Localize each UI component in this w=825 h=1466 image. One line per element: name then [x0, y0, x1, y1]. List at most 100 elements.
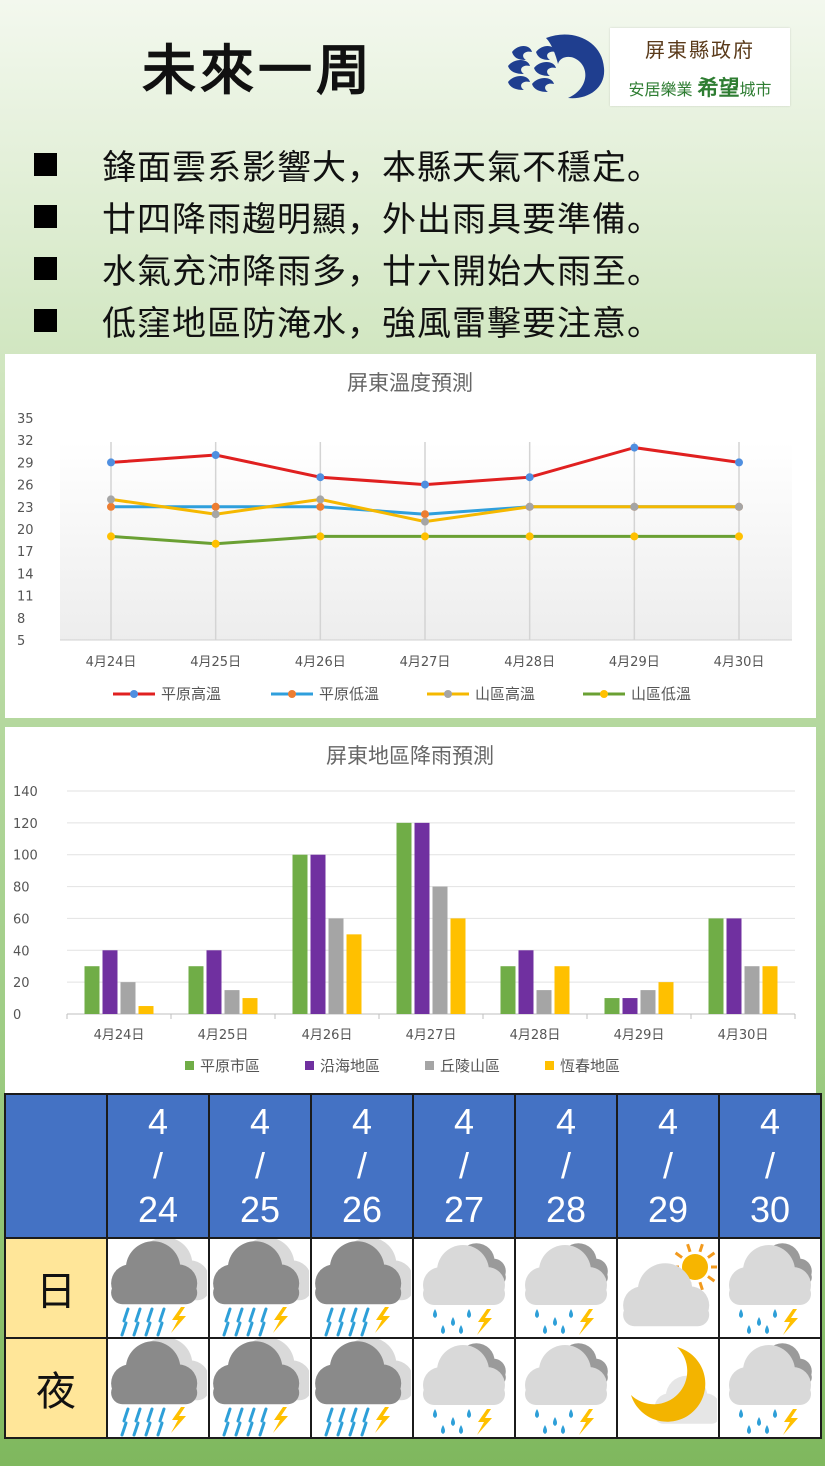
bullet-text: 低窪地區防淹水，強風雷擊要注意。	[102, 303, 662, 344]
weather-icon-cell	[310, 1237, 414, 1339]
government-logo: 屏東縣政府 安居樂業 希望城市	[610, 28, 790, 106]
rain-thunder-icon	[423, 1343, 506, 1435]
bar	[640, 990, 656, 1014]
y-tick-label: 60	[13, 912, 30, 927]
legend-label: 沿海地區	[320, 1057, 380, 1075]
date-part: 25	[239, 1189, 281, 1230]
legend-label: 山區高溫	[475, 685, 535, 703]
data-point	[630, 502, 639, 511]
bar	[554, 966, 570, 1014]
x-tick-label: 4月28日	[504, 655, 555, 670]
data-point	[211, 539, 220, 548]
data-point	[316, 495, 325, 504]
y-tick-label: 20	[13, 976, 30, 991]
bar	[102, 950, 118, 1014]
heavy-rain-thunder-icon	[111, 1339, 207, 1437]
date-header-cell: 4/26	[310, 1093, 414, 1239]
bar	[224, 990, 240, 1014]
legend-swatch	[545, 1061, 554, 1070]
bar	[726, 918, 742, 1014]
data-point	[735, 532, 743, 541]
data-point	[421, 480, 429, 489]
weather-icon-cell	[106, 1237, 210, 1339]
y-tick-label: 5	[17, 634, 25, 649]
legend-label: 平原高溫	[161, 685, 221, 703]
y-tick-label: 29	[17, 456, 34, 471]
date-header-cell: 4/30	[718, 1093, 822, 1239]
cloudy-sun-icon	[623, 1243, 717, 1327]
rain-thunder-icon	[525, 1343, 608, 1435]
wave-logo-icon	[508, 34, 605, 99]
date-part: /	[152, 1145, 163, 1186]
data-point	[107, 458, 115, 467]
temperature-chart-panel: 屏東溫度預測 5 8 11 14 17 20 23 26 29 32 35 4月24日 4月25日 4月26…	[5, 354, 816, 718]
bar	[396, 822, 412, 1014]
rain-thunder-icon	[525, 1243, 608, 1335]
legend-swatch	[185, 1061, 194, 1070]
date-part: /	[764, 1145, 775, 1186]
y-tick-label: 20	[17, 523, 34, 538]
bullet-item: 低窪地區防淹水，強風雷擊要注意。	[34, 294, 662, 346]
bullet-item: 水氣充沛降雨多，廿六開始大雨至。	[34, 242, 662, 294]
y-tick-label: 8	[17, 612, 25, 627]
weather-icon-cell	[616, 1237, 720, 1339]
bullet-text: 水氣充沛降雨多，廿六開始大雨至。	[102, 251, 662, 292]
bullet-text: 廿四降雨趨明顯，外出雨具要準備。	[102, 199, 662, 240]
legend-label: 平原低溫	[319, 685, 379, 703]
bar	[658, 982, 674, 1014]
date-part: 26	[341, 1189, 383, 1230]
y-tick-label: 100	[13, 849, 38, 864]
date-part: 29	[647, 1189, 689, 1230]
data-point	[630, 532, 639, 541]
data-point	[630, 443, 639, 452]
bar	[622, 998, 638, 1014]
date-header-cell: 4/24	[106, 1093, 210, 1239]
legend-label: 平原市區	[200, 1057, 260, 1075]
weather-icon-cell	[412, 1237, 516, 1339]
weather-icon-cell	[208, 1237, 312, 1339]
temperature-chart: 屏東溫度預測 5 8 11 14 17 20 23 26 29 32 35 4月24日 4月25日 4月26…	[17, 371, 792, 703]
data-point	[211, 451, 220, 459]
bullet-list: 鋒面雲系影響大，本縣天氣不穩定。 廿四降雨趨明顯，外出雨具要準備。 水氣充沛降雨…	[34, 138, 662, 346]
weather-icon-cell	[718, 1237, 822, 1339]
date-part: /	[254, 1145, 265, 1186]
day-row-label: 日	[4, 1237, 108, 1339]
data-point	[211, 510, 220, 519]
y-tick-label: 80	[13, 881, 30, 896]
bar	[328, 918, 344, 1014]
weather-icon-cell	[616, 1337, 720, 1439]
bar	[604, 998, 620, 1014]
y-tick-label: 26	[17, 479, 34, 494]
date-header-cell: 4/28	[514, 1093, 618, 1239]
rainfall-chart-panel: 屏東地區降雨預測 0 20 40 60 80 100 120 140 4月24日 4月25日 4月26…	[5, 727, 816, 1093]
bar	[500, 966, 516, 1014]
weather-icon-cell	[208, 1337, 312, 1439]
data-point	[211, 502, 220, 511]
weather-icon-cell	[718, 1337, 822, 1439]
x-tick-label: 4月27日	[400, 655, 451, 670]
data-point	[107, 502, 115, 511]
x-tick-label: 4月26日	[295, 655, 346, 670]
night-row-label: 夜	[4, 1337, 108, 1439]
bar	[84, 966, 100, 1014]
date-part: 4	[759, 1101, 781, 1142]
bar	[188, 966, 204, 1014]
rainfall-chart: 屏東地區降雨預測 0 20 40 60 80 100 120 140 4月24日 4月25日 4月26…	[13, 744, 796, 1075]
x-tick-label: 4月29日	[614, 1028, 665, 1043]
y-tick-label: 32	[17, 434, 34, 449]
legend-swatch	[425, 1061, 434, 1070]
weather-icon-cell	[412, 1337, 516, 1439]
date-part: 4	[555, 1101, 577, 1142]
government-logo-slogan: 安居樂業 希望城市	[628, 75, 772, 100]
date-part: 28	[545, 1189, 587, 1230]
square-bullet-icon	[34, 204, 57, 228]
date-header-cell: 4/27	[412, 1093, 516, 1239]
data-point	[421, 517, 429, 526]
data-point	[316, 473, 325, 482]
x-tick-label: 4月25日	[198, 1028, 249, 1043]
x-tick-label: 4月26日	[302, 1028, 353, 1043]
x-tick-label: 4月24日	[94, 1028, 145, 1043]
date-part: 4	[453, 1101, 475, 1142]
y-tick-label: 120	[13, 817, 38, 832]
heavy-rain-thunder-icon	[213, 1239, 309, 1337]
